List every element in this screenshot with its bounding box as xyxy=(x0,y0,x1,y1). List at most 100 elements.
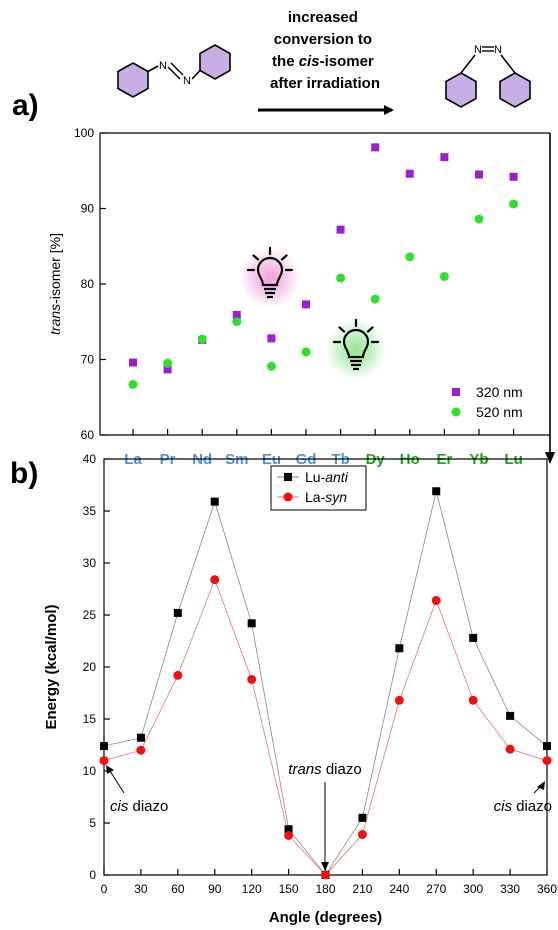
data-point-square xyxy=(136,733,145,742)
data-point-square xyxy=(509,172,518,181)
data-point-circle xyxy=(405,252,415,262)
data-point-square xyxy=(358,813,367,822)
x-tick-label: 120 xyxy=(242,882,262,896)
data-point-circle xyxy=(509,199,519,209)
data-point-square xyxy=(284,825,293,834)
trend-arrow-head xyxy=(545,452,555,464)
legend-label: 520 nm xyxy=(476,404,523,420)
y-tick-label: 5 xyxy=(89,816,96,830)
annotation-arrowhead xyxy=(106,765,114,774)
data-point-square xyxy=(247,619,256,628)
bulb-glass xyxy=(256,256,284,287)
y-tick-label: 60 xyxy=(81,428,95,442)
x-tick-label: 30 xyxy=(134,882,148,896)
svg-text:N: N xyxy=(159,60,167,72)
data-point-circle xyxy=(210,575,220,585)
annotation-cis-diazo-left: cis diazo xyxy=(110,798,168,815)
arrow-caption-line-1: increased xyxy=(288,9,358,26)
data-point-square xyxy=(232,310,241,319)
arrow-caption-line-4: after irradiation xyxy=(270,75,380,92)
data-point-circle xyxy=(247,674,257,684)
data-point-square xyxy=(267,334,276,343)
data-point-square xyxy=(129,358,137,367)
annotation-arrow xyxy=(109,770,125,794)
legend-marker xyxy=(283,492,293,502)
data-point-square xyxy=(440,153,449,162)
legend-label: 320 nm xyxy=(476,384,523,400)
data-point-circle xyxy=(505,744,515,754)
data-point-circle xyxy=(357,829,367,839)
legend-label-prefix: La- xyxy=(305,489,326,505)
y-tick-label: 15 xyxy=(83,712,97,726)
y-axis-label: trans-isomer [%] xyxy=(47,233,63,335)
y-tick-label: 90 xyxy=(81,202,95,216)
legend-marker xyxy=(284,473,292,481)
data-point-circle xyxy=(173,670,183,680)
legend-label: La-syn xyxy=(305,489,347,505)
data-point-square xyxy=(173,608,182,617)
data-point-circle xyxy=(370,294,380,304)
arrow-caption-line-3: the cis-isomer xyxy=(272,53,374,70)
annotation-trans-diazo: trans diazo xyxy=(288,761,361,778)
bulb-ray xyxy=(252,254,260,261)
data-point-circle xyxy=(99,756,109,766)
x-tick-label: 90 xyxy=(208,882,222,896)
annotation-trans-diazo-italic: trans xyxy=(288,761,322,778)
legend-label-italic: syn xyxy=(325,489,347,505)
x-tick-label: 150 xyxy=(279,882,299,896)
x-tick-label: 300 xyxy=(463,882,483,896)
legend-marker xyxy=(452,388,460,396)
x-tick-label: 240 xyxy=(389,882,409,896)
data-point-circle xyxy=(542,756,552,766)
data-point-circle xyxy=(163,358,173,368)
y-tick-label: 25 xyxy=(83,608,97,622)
data-point-square xyxy=(163,365,172,374)
data-point-circle xyxy=(321,870,330,880)
annotation-cis-diazo-left-italic: cis xyxy=(110,798,129,815)
annotation-cis-diazo-left-rest: diazo xyxy=(128,798,168,815)
data-point-square xyxy=(336,225,345,234)
lightbulb-icon xyxy=(326,318,386,380)
data-point-square xyxy=(405,169,414,178)
data-point-square xyxy=(432,487,441,496)
x-tick-label: 330 xyxy=(500,882,520,896)
data-point-circle xyxy=(394,695,404,705)
y-tick-label: 0 xyxy=(89,868,96,882)
y-tick-label: 70 xyxy=(81,353,95,367)
arrow-caption: increased conversion to the cis-isomer a… xyxy=(270,9,380,92)
x-axis-label: Angle (degrees) xyxy=(269,909,382,926)
svg-text:N: N xyxy=(183,75,191,87)
panel-a-label: a) xyxy=(12,89,39,122)
y-tick-label: 10 xyxy=(83,764,97,778)
bulb-ray xyxy=(366,326,374,333)
data-point-square xyxy=(371,143,380,152)
y-tick-label: 100 xyxy=(74,126,94,140)
data-point-circle xyxy=(336,273,346,283)
reaction-arrow: increased conversion to the cis-isomer a… xyxy=(258,9,394,115)
cis-azobenzene-structure-icon: N N xyxy=(445,44,531,108)
data-point-square xyxy=(395,644,404,653)
legend-label-prefix: Lu- xyxy=(305,469,326,485)
data-point-circle xyxy=(284,830,294,840)
annotation-trans-diazo-rest: diazo xyxy=(322,761,362,778)
y-axis-label: Energy (kcal/mol) xyxy=(43,604,60,729)
legend-marker xyxy=(451,407,461,417)
data-point-square xyxy=(506,711,515,720)
svg-text:N: N xyxy=(494,44,502,56)
x-tick-label: 360 xyxy=(537,882,557,896)
annotation-cis-diazo-right: cis diazo xyxy=(494,798,552,815)
data-point-circle xyxy=(439,271,449,281)
y-tick-label: 35 xyxy=(83,504,97,518)
y-tick-label: 80 xyxy=(81,277,95,291)
trans-azobenzene-structure-icon: N N xyxy=(117,44,231,98)
y-axis-label-italic: trans xyxy=(47,304,63,335)
lightbulb-icon xyxy=(240,246,300,308)
data-point-square xyxy=(210,497,219,506)
legend-label: Lu-anti xyxy=(305,469,349,485)
bulb-glow xyxy=(326,320,386,380)
x-tick-label: 210 xyxy=(352,882,372,896)
data-point-circle xyxy=(136,745,146,755)
bulb-glow xyxy=(240,248,300,308)
